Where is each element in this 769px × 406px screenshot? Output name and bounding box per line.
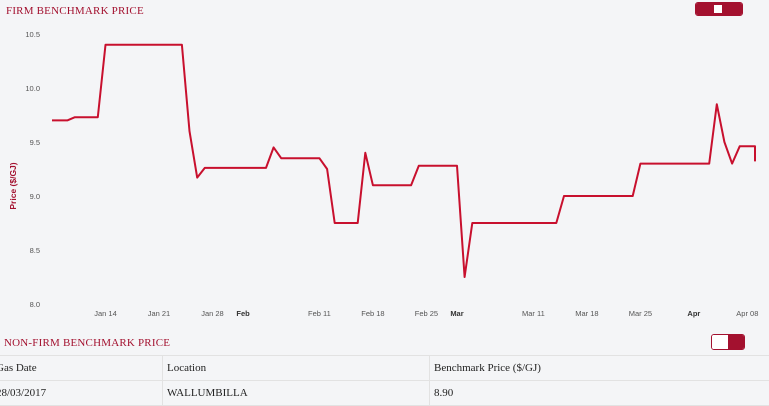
cell-benchmark-price: 8.90 <box>430 381 769 406</box>
nonfirm-price-table: Gas Date Location Benchmark Price ($/GJ)… <box>0 355 769 406</box>
toggle-option-table[interactable] <box>719 3 742 15</box>
y-tick-label: 8.0 <box>30 300 40 309</box>
cell-location: WALLUMBILLA <box>163 381 430 406</box>
toggle-option-table[interactable] <box>728 335 744 349</box>
column-header-benchmark-price[interactable]: Benchmark Price ($/GJ) <box>430 356 769 381</box>
x-tick-label: Mar 11 <box>522 309 545 318</box>
series-line <box>52 45 755 277</box>
toggle-option-chart[interactable] <box>712 335 728 349</box>
nonfirm-view-toggle[interactable] <box>711 334 745 350</box>
firm-price-chart: 8.0 8.5 9.0 9.5 10.0 10.5 Jan 14 Jan 21 Jan 28 F… <box>0 18 769 318</box>
x-tick-label: Feb 25 <box>415 309 438 318</box>
column-header-gas-date[interactable]: Gas Date <box>0 356 163 381</box>
x-tick-label: Jan 28 <box>201 309 224 318</box>
x-tick-label: Mar 18 <box>575 309 598 318</box>
y-tick-label: 10.0 <box>25 84 40 93</box>
x-axis: Jan 14 Jan 21 Jan 28 Feb Feb 11 Feb 18 Feb 25 M… <box>94 309 758 318</box>
x-tick-label: Feb 11 <box>308 309 331 318</box>
x-tick-label: Mar 25 <box>629 309 652 318</box>
x-tick-label: Jan 21 <box>148 309 171 318</box>
x-tick-label: Jan 14 <box>94 309 117 318</box>
x-tick-label: Apr 08 <box>736 309 758 318</box>
cell-gas-date: 28/03/2017 <box>0 381 163 406</box>
y-axis: 8.0 8.5 9.0 9.5 10.0 10.5 <box>25 30 40 309</box>
series-group <box>52 45 755 277</box>
firm-benchmark-title: FIRM BENCHMARK PRICE <box>6 5 144 17</box>
y-axis-label: Price ($/GJ) <box>8 162 18 209</box>
nonfirm-benchmark-title: NON-FIRM BENCHMARK PRICE <box>4 337 170 349</box>
firm-view-toggle[interactable] <box>695 2 743 16</box>
x-tick-label: Mar <box>450 309 463 318</box>
x-tick-label: Feb <box>236 309 250 318</box>
y-tick-label: 10.5 <box>25 30 40 39</box>
y-tick-label: 9.5 <box>30 138 40 147</box>
table-row: 28/03/2017 WALLUMBILLA 8.90 <box>0 381 769 406</box>
toggle-knob <box>714 5 722 13</box>
y-tick-label: 8.5 <box>30 246 40 255</box>
table-header-row: Gas Date Location Benchmark Price ($/GJ) <box>0 356 769 381</box>
x-tick-label: Feb 18 <box>361 309 384 318</box>
x-tick-label: Apr <box>687 309 700 318</box>
y-tick-label: 9.0 <box>30 192 40 201</box>
column-header-location[interactable]: Location <box>163 356 430 381</box>
